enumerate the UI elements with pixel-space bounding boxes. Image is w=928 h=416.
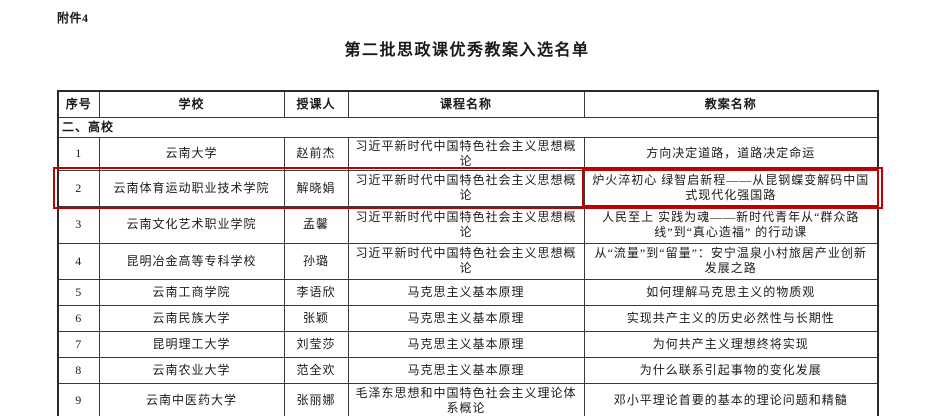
cell-no: 7 xyxy=(57,330,100,358)
cell-plan: 为何共产主义理想终将实现 xyxy=(583,330,879,358)
attachment-label: 附件4 xyxy=(57,11,89,25)
cell-course: 习近平新时代中国特色社会主义思想概论 xyxy=(347,242,585,280)
cell-school: 云南体育运动职业技术学院 xyxy=(98,169,285,207)
cell-course: 习近平新时代中国特色社会主义思想概论 xyxy=(347,169,585,207)
cell-teacher: 孙璐 xyxy=(283,242,349,280)
section-row-universities: 二、高校 xyxy=(57,116,879,138)
cell-plan: 人民至上 实践为魂——新时代青年从“群众路线”到“真心造福” 的行动课 xyxy=(583,205,879,244)
cell-teacher: 赵前杰 xyxy=(283,136,349,171)
cell-plan: 从“流量”到“留量”：安宁温泉小村旅居产业创新发展之路 xyxy=(583,242,879,280)
cell-course: 习近平新时代中国特色社会主义思想概论 xyxy=(347,205,585,244)
cell-course: 习近平新时代中国特色社会主义思想概论 xyxy=(347,136,585,171)
cell-teacher: 张颖 xyxy=(283,304,349,332)
table-row-9: 9 云南中医药大学 张丽娜 毛泽东思想和中国特色社会主义理论体系概论 邓小平理论… xyxy=(57,382,879,416)
cell-teacher: 范全欢 xyxy=(283,356,349,384)
table-row-3: 3 云南文化艺术职业学院 孟馨 习近平新时代中国特色社会主义思想概论 人民至上 … xyxy=(57,205,879,244)
award-table: 序号 学校 授课人 课程名称 教案名称 二、高校 1 云南大学 赵前杰 习近平新… xyxy=(57,90,879,416)
table-header-row: 序号 学校 授课人 课程名称 教案名称 xyxy=(57,90,879,118)
cell-school: 云南农业大学 xyxy=(98,356,285,384)
col-header-plan: 教案名称 xyxy=(583,90,879,118)
cell-course: 马克思主义基本原理 xyxy=(347,330,585,358)
col-header-school: 学校 xyxy=(98,90,285,118)
plan-cell-highlighted: 炉火淬初心 绿智启新程——从昆钢蝶变解码中国式现代化强国路 xyxy=(583,169,879,207)
cell-teacher: 张丽娜 xyxy=(283,382,349,416)
cell-plan: 如何理解马克思主义的物质观 xyxy=(583,278,879,306)
cell-no: 9 xyxy=(57,382,100,416)
col-header-teacher: 授课人 xyxy=(283,90,349,118)
cell-school: 昆明冶金高等专科学校 xyxy=(98,242,285,280)
cell-course: 马克思主义基本原理 xyxy=(347,278,585,306)
cell-course: 马克思主义基本原理 xyxy=(347,304,585,332)
table-row-1: 1 云南大学 赵前杰 习近平新时代中国特色社会主义思想概论 方向决定道路，道路决… xyxy=(57,136,879,171)
col-header-course: 课程名称 xyxy=(347,90,585,118)
table-row-8: 8 云南农业大学 范全欢 马克思主义基本原理 为什么联系引起事物的变化发展 xyxy=(57,356,879,384)
cell-school: 昆明理工大学 xyxy=(98,330,285,358)
col-header-no: 序号 xyxy=(57,90,100,118)
cell-school: 云南文化艺术职业学院 xyxy=(98,205,285,244)
cell-school: 云南中医药大学 xyxy=(98,382,285,416)
cell-teacher: 李语欣 xyxy=(283,278,349,306)
table-row-6: 6 云南民族大学 张颖 马克思主义基本原理 实现共产主义的历史必然性与长期性 xyxy=(57,304,879,332)
cell-plan: 方向决定道路，道路决定命运 xyxy=(583,136,879,171)
cell-no: 6 xyxy=(57,304,100,332)
cell-teacher: 解晓娟 xyxy=(283,169,349,207)
cell-plan: 实现共产主义的历史必然性与长期性 xyxy=(583,304,879,332)
cell-plan: 邓小平理论首要的基本的理论问题和精髓 xyxy=(583,382,879,416)
table-row-4: 4 昆明冶金高等专科学校 孙璐 习近平新时代中国特色社会主义思想概论 从“流量”… xyxy=(57,242,879,280)
cell-teacher: 刘莹莎 xyxy=(283,330,349,358)
table-row-7: 7 昆明理工大学 刘莹莎 马克思主义基本原理 为何共产主义理想终将实现 xyxy=(57,330,879,358)
cell-school: 云南工商学院 xyxy=(98,278,285,306)
page-title: 第二批思政课优秀教案入选名单 xyxy=(344,42,590,59)
cell-no: 4 xyxy=(57,242,100,280)
table-row-5: 5 云南工商学院 李语欣 马克思主义基本原理 如何理解马克思主义的物质观 xyxy=(57,278,879,306)
cell-teacher: 孟馨 xyxy=(283,205,349,244)
cell-no: 2 xyxy=(57,169,100,207)
section-label: 二、高校 xyxy=(57,116,879,138)
cell-course: 毛泽东思想和中国特色社会主义理论体系概论 xyxy=(347,382,585,416)
cell-school: 云南大学 xyxy=(98,136,285,171)
cell-no: 5 xyxy=(57,278,100,306)
cell-plan: 为什么联系引起事物的变化发展 xyxy=(583,356,879,384)
cell-no: 8 xyxy=(57,356,100,384)
cell-no: 3 xyxy=(57,205,100,244)
cell-course: 马克思主义基本原理 xyxy=(347,356,585,384)
cell-school: 云南民族大学 xyxy=(98,304,285,332)
cell-no: 1 xyxy=(57,136,100,171)
table-row-highlighted: 2 云南体育运动职业技术学院 解晓娟 习近平新时代中国特色社会主义思想概论 炉火… xyxy=(57,169,879,207)
